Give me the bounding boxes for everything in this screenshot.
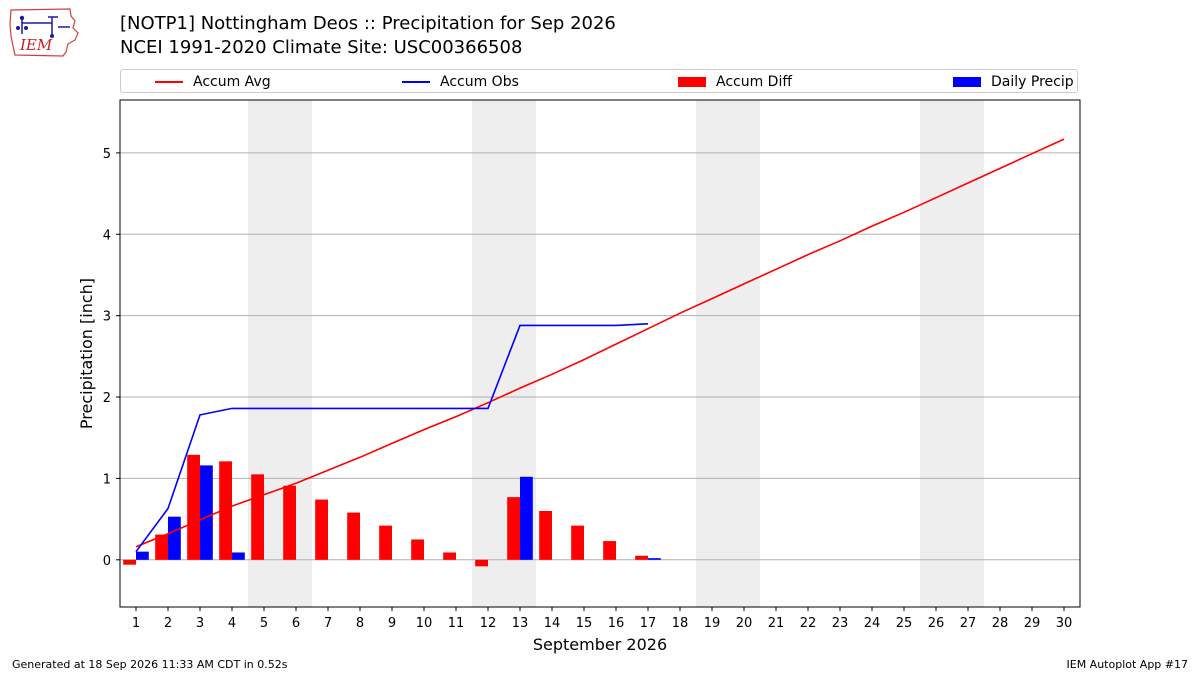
logo-text: IEM: [19, 36, 53, 54]
accum-diff-bar: [539, 510, 552, 560]
chart-title: [NOTP1] Nottingham Deos :: Precipitation…: [120, 13, 616, 34]
y-tick-label: 3: [103, 310, 111, 325]
legend-label-accum-diff: Accum Diff: [716, 74, 793, 90]
weekend-shade: [920, 100, 984, 607]
legend-item-accum-avg: Accum Avg: [155, 70, 271, 94]
y-tick-label: 5: [103, 147, 111, 162]
x-axis-label: September 2026: [533, 635, 667, 654]
x-tick-label: 9: [388, 616, 396, 631]
accum-diff-bar: [635, 555, 648, 560]
legend-item-daily-precip: Daily Precip: [953, 70, 1074, 94]
legend-swatch-accum-diff: [678, 77, 706, 87]
y-tick-label: 4: [103, 228, 111, 243]
x-tick-label: 13: [512, 616, 529, 631]
x-tick-label: 16: [608, 616, 625, 631]
legend-item-accum-diff: Accum Diff: [678, 70, 792, 94]
x-tick-label: 5: [260, 616, 268, 631]
x-tick-label: 23: [832, 616, 849, 631]
legend-swatch-accum-avg: [155, 81, 183, 83]
daily-precip-bar: [520, 476, 533, 560]
x-tick-label: 12: [480, 616, 497, 631]
generated-timestamp: Generated at 18 Sep 2026 11:33 AM CDT in…: [12, 658, 288, 671]
accum-diff-bar: [379, 525, 392, 560]
x-tick-label: 4: [228, 616, 236, 631]
accum-diff-bar: [571, 525, 584, 560]
accum-diff-bar: [187, 454, 200, 560]
x-tick-label: 1: [132, 616, 140, 631]
accum-diff-bar: [123, 559, 136, 565]
y-tick-label: 2: [103, 391, 111, 406]
x-tick-label: 10: [416, 616, 433, 631]
accum-obs-line: [135, 323, 649, 553]
accum-diff-bar: [507, 497, 520, 560]
y-axis-label: Precipitation [inch]: [77, 278, 96, 429]
x-tick-label: 27: [960, 616, 977, 631]
x-tick-label: 19: [704, 616, 721, 631]
plot-frame: [119, 99, 1081, 608]
daily-precip-bar: [168, 516, 181, 560]
x-tick-label: 3: [196, 616, 204, 631]
daily-precip-bar: [232, 552, 245, 560]
accum-diff-bar: [219, 461, 232, 560]
accum-avg-line: [135, 138, 1065, 548]
accum-diff-bar: [155, 534, 168, 560]
x-tick-label: 22: [800, 616, 817, 631]
x-tick-label: 21: [768, 616, 785, 631]
x-tick-label: 28: [992, 616, 1009, 631]
weather-instrument-icon: [21, 16, 70, 36]
accum-diff-bar: [347, 512, 360, 560]
x-tick-label: 7: [324, 616, 332, 631]
x-tick-label: 2: [164, 616, 172, 631]
y-tick-label: 1: [103, 472, 111, 487]
x-tick-label: 17: [640, 616, 657, 631]
x-tick-label: 18: [672, 616, 689, 631]
accum-diff-bar: [603, 541, 616, 560]
x-tick-label: 15: [576, 616, 593, 631]
x-tick-label: 26: [928, 616, 945, 631]
x-tick-label: 30: [1056, 616, 1073, 631]
legend-item-accum-obs: Accum Obs: [402, 70, 519, 94]
daily-precip-bar: [200, 465, 213, 560]
x-tick-label: 6: [292, 616, 300, 631]
x-tick-label: 14: [544, 616, 561, 631]
daily-precip-bar: [136, 551, 149, 560]
accum-diff-bar: [283, 485, 296, 560]
legend-label-accum-avg: Accum Avg: [193, 74, 271, 90]
accum-diff-bar: [411, 539, 424, 560]
legend-swatch-daily-precip: [953, 77, 981, 87]
weekend-shade: [696, 100, 760, 607]
x-tick-label: 29: [1024, 616, 1041, 631]
iem-logo: IEM: [9, 8, 79, 57]
x-tick-label: 8: [356, 616, 364, 631]
legend-label-accum-obs: Accum Obs: [440, 74, 519, 90]
legend-label-daily-precip: Daily Precip: [991, 74, 1074, 90]
y-tick-label: 0: [103, 554, 111, 569]
accum-diff-bar: [251, 474, 264, 560]
chart-subtitle: NCEI 1991-2020 Climate Site: USC00366508: [120, 37, 523, 58]
x-tick-label: 24: [864, 616, 881, 631]
x-tick-label: 20: [736, 616, 753, 631]
legend-swatch-accum-obs: [402, 81, 430, 83]
x-tick-label: 11: [448, 616, 465, 631]
x-tick-label: 25: [896, 616, 913, 631]
daily-precip-bar: [648, 558, 661, 560]
chart-legend: Accum Avg Accum Obs Accum Diff Daily Pre…: [120, 69, 1078, 93]
app-credit: IEM Autoplot App #17: [1066, 658, 1189, 671]
accum-diff-bar: [315, 499, 328, 560]
iowa-state-outline: [9, 8, 79, 57]
accum-diff-bar: [475, 559, 488, 567]
accum-diff-bar: [443, 552, 456, 560]
